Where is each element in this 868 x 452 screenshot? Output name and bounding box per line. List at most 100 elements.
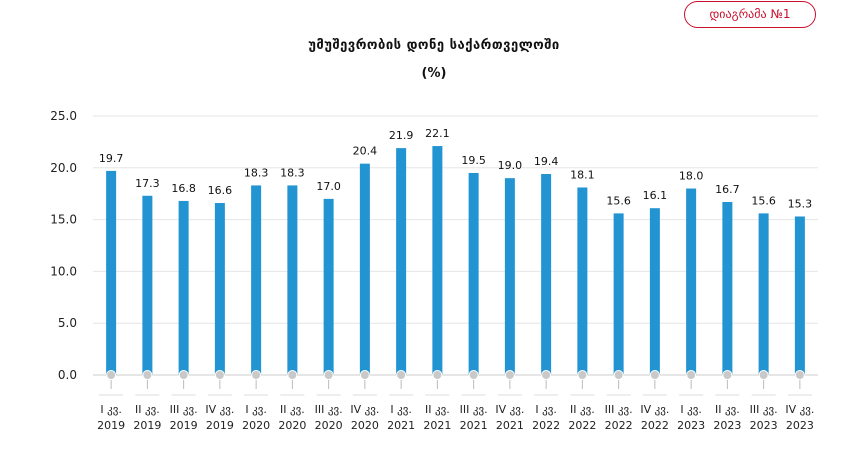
data-label: 15.6: [606, 194, 631, 207]
x-tick-label-quarter: II კვ.: [425, 403, 450, 416]
data-label: 16.6: [208, 184, 233, 197]
x-point-marker: [287, 370, 298, 380]
x-tick-label-quarter: III კვ.: [315, 403, 343, 416]
x-tick-label-year: 2021: [496, 419, 524, 432]
bar[interactable]: [142, 195, 153, 375]
bar[interactable]: [251, 185, 262, 375]
bar[interactable]: [504, 178, 515, 375]
x-tick-label-quarter: I კვ.: [680, 403, 702, 416]
bar[interactable]: [432, 146, 443, 375]
y-tick-label: 5.0: [58, 316, 77, 330]
x-tick-label-year: 2021: [423, 419, 451, 432]
data-label: 19.7: [99, 152, 124, 165]
bar[interactable]: [178, 200, 189, 375]
y-tick-label: 0.0: [58, 368, 77, 382]
x-tick-label-year: 2019: [170, 419, 198, 432]
data-label: 17.3: [135, 177, 160, 190]
chart-subtitle: (%): [421, 66, 447, 81]
bar[interactable]: [794, 216, 805, 375]
data-label: 19.0: [498, 159, 523, 172]
data-label: 22.1: [425, 127, 450, 140]
bar[interactable]: [396, 148, 407, 375]
x-tick-label-quarter: II კვ.: [135, 403, 160, 416]
x-point-marker: [359, 370, 370, 380]
data-label: 20.4: [353, 145, 378, 158]
x-tick-label-quarter: II კვ.: [280, 403, 305, 416]
x-point-marker: [323, 370, 334, 380]
x-point-marker: [106, 370, 117, 380]
x-tick-label-year: 2022: [568, 419, 596, 432]
x-tick-label-year: 2021: [460, 419, 488, 432]
data-label: 16.1: [643, 189, 668, 202]
x-tick-label-year: 2022: [532, 419, 560, 432]
x-point-marker: [142, 370, 153, 380]
bar[interactable]: [649, 208, 660, 375]
y-tick-label: 20.0: [50, 161, 77, 175]
x-tick-label-quarter: I კვ.: [390, 403, 412, 416]
x-tick-label-year: 2023: [713, 419, 741, 432]
x-tick-label-quarter: III კვ.: [170, 403, 198, 416]
data-label: 19.4: [534, 155, 559, 168]
x-tick-label-year: 2020: [315, 419, 343, 432]
x-point-marker: [251, 370, 262, 380]
x-tick-label-quarter: II კვ.: [715, 403, 740, 416]
bar[interactable]: [613, 213, 624, 375]
x-tick-label-quarter: IV კვ.: [350, 403, 379, 416]
bar[interactable]: [214, 203, 225, 375]
x-tick-label-year: 2020: [242, 419, 270, 432]
x-tick-label-year: 2021: [387, 419, 415, 432]
y-tick-label: 25.0: [50, 109, 77, 123]
data-label: 18.0: [679, 170, 704, 183]
x-tick-label-quarter: I კვ.: [245, 403, 267, 416]
data-label: 17.0: [316, 180, 341, 193]
data-label: 21.9: [389, 129, 414, 142]
x-tick-label-year: 2023: [786, 419, 814, 432]
bar[interactable]: [577, 187, 588, 375]
y-tick-label: 15.0: [50, 213, 77, 227]
x-tick-label-quarter: IV კვ.: [785, 403, 814, 416]
x-point-marker: [504, 370, 515, 380]
x-tick-label-year: 2023: [677, 419, 705, 432]
y-tick-label: 10.0: [50, 264, 77, 278]
x-tick-label-year: 2020: [351, 419, 379, 432]
x-point-marker: [577, 370, 588, 380]
x-point-marker: [649, 370, 660, 380]
x-tick-label-quarter: III კვ.: [605, 403, 633, 416]
data-label: 18.1: [570, 168, 595, 181]
x-point-marker: [178, 370, 189, 380]
data-label: 16.8: [171, 182, 196, 195]
x-tick-label-quarter: I კვ.: [100, 403, 122, 416]
data-label: 16.7: [715, 183, 740, 196]
x-tick-label-quarter: I კვ.: [535, 403, 557, 416]
x-tick-label-year: 2023: [750, 419, 778, 432]
x-tick-label-quarter: IV კვ.: [495, 403, 524, 416]
x-tick-label-year: 2019: [97, 419, 125, 432]
x-tick-label-quarter: III კვ.: [750, 403, 778, 416]
diagram-badge-button[interactable]: დიაგრამა №1: [684, 1, 816, 28]
bar[interactable]: [541, 174, 552, 375]
bar[interactable]: [323, 198, 334, 375]
chart-title: უმუშევრობის დონე საქართველოში: [308, 38, 560, 53]
x-tick-label-quarter: IV კვ.: [640, 403, 669, 416]
x-point-marker: [541, 370, 552, 380]
bar[interactable]: [722, 201, 733, 375]
bar[interactable]: [686, 188, 697, 375]
x-tick-label-year: 2022: [641, 419, 669, 432]
bar[interactable]: [106, 170, 117, 375]
x-tick-label-quarter: III კვ.: [460, 403, 488, 416]
x-tick-label-quarter: II კვ.: [570, 403, 595, 416]
x-point-marker: [613, 370, 624, 380]
x-point-marker: [396, 370, 407, 380]
x-point-marker: [432, 370, 443, 380]
x-point-marker: [214, 370, 225, 380]
x-point-marker: [794, 370, 805, 380]
bar[interactable]: [758, 213, 769, 375]
bar[interactable]: [468, 172, 479, 375]
data-label: 19.5: [461, 154, 486, 167]
data-label: 15.3: [788, 197, 813, 210]
bar[interactable]: [359, 163, 370, 375]
x-point-marker: [468, 370, 479, 380]
bar[interactable]: [287, 185, 298, 375]
x-point-marker: [686, 370, 697, 380]
x-tick-label-year: 2020: [278, 419, 306, 432]
